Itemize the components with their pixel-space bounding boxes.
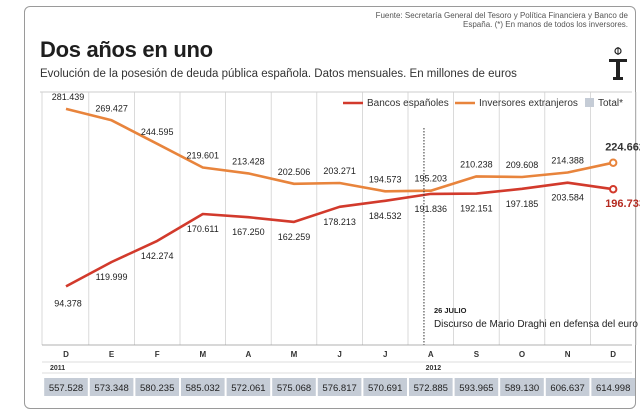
month-label: S	[474, 350, 480, 359]
x-axis: D E F M A M J J A S O N D 2011 2012	[42, 344, 632, 372]
data-label-bancos: 184.532	[369, 211, 402, 221]
total-cell	[545, 378, 590, 396]
month-label: J	[337, 350, 341, 359]
annotation-text: Discurso de Mario Draghi en defensa del …	[434, 319, 638, 330]
total-cell	[317, 378, 362, 396]
data-label-bancos: 196.733	[605, 198, 640, 210]
month-label: F	[155, 350, 160, 359]
series-group	[65, 107, 618, 288]
totals-row: 557.528 573.348 580.235 585.032 572.061 575.0…	[42, 372, 635, 396]
total-cell	[135, 378, 179, 396]
annotation: 26 JULIO Discurso de Mario Draghi en defe…	[423, 128, 638, 345]
newspaper-logo-icon	[609, 47, 627, 80]
data-label-bancos: 192.151	[460, 204, 493, 214]
data-label-bancos: 178.213	[323, 217, 356, 227]
month-label: N	[565, 350, 571, 359]
end-marker-extranjeros	[609, 158, 618, 167]
data-label-bancos: 162.259	[278, 232, 311, 242]
total-cell	[409, 378, 453, 396]
data-label-bancos: 167.250	[232, 227, 265, 237]
total-value: 614.998	[596, 383, 630, 394]
total-value: 593.965	[459, 383, 493, 394]
month-label: J	[383, 350, 387, 359]
data-label-bancos: 119.999	[96, 272, 128, 282]
data-label-extranjeros: 203.271	[323, 166, 356, 176]
total-value: 580.235	[140, 383, 174, 394]
total-cell	[44, 378, 88, 396]
month-label: M	[199, 350, 206, 359]
total-cell	[89, 378, 134, 396]
total-value: 572.061	[231, 383, 265, 394]
data-label-extranjeros: 202.506	[278, 167, 311, 177]
total-value: 575.068	[277, 383, 311, 394]
data-label-bancos: 197.185	[506, 199, 539, 209]
total-value: 589.130	[505, 383, 539, 394]
end-marker-bancos	[609, 185, 618, 194]
page-title: Dos años en uno	[40, 37, 213, 62]
total-value: 576.817	[322, 383, 356, 394]
total-cell	[181, 378, 225, 396]
total-cell	[363, 378, 407, 396]
total-value: 570.691	[368, 383, 402, 394]
annotation-date: 26 JULIO	[434, 306, 467, 315]
data-label-bancos: 170.611	[187, 224, 219, 234]
total-value: 585.032	[186, 383, 220, 394]
legend-swatch-total	[585, 98, 594, 107]
data-label-extranjeros: 210.238	[460, 159, 493, 169]
data-label-bancos: 203.584	[551, 193, 584, 203]
data-label-extranjeros: 219.601	[187, 151, 220, 161]
total-value: 573.348	[94, 383, 128, 394]
total-value: 606.637	[550, 383, 584, 394]
month-label: D	[63, 350, 69, 359]
year-label: 2012	[426, 365, 442, 372]
total-cell	[454, 378, 499, 396]
source-note: Fuente: Secretaría General del Tesoro y …	[375, 11, 628, 29]
month-label: D	[610, 350, 616, 359]
data-label-extranjeros: 194.573	[369, 174, 402, 184]
grid-lines	[40, 91, 637, 345]
chart-legend: Bancos españoles Inversores extranjeros To…	[343, 98, 623, 109]
data-label-extranjeros: 214.388	[551, 155, 584, 165]
data-label-extranjeros: 281.439	[52, 92, 85, 102]
data-label-extranjeros: 209.608	[506, 160, 539, 170]
series-line-extranjeros	[65, 107, 614, 193]
total-cell	[500, 378, 544, 396]
data-label-extranjeros: 269.427	[95, 103, 128, 113]
frame	[24, 6, 636, 409]
data-label-extranjeros: 213.428	[232, 156, 265, 166]
total-cell	[272, 378, 316, 396]
month-label: E	[109, 350, 115, 359]
series-line-bancos	[65, 181, 614, 288]
data-label-bancos: 94.378	[54, 298, 82, 308]
total-value: 557.528	[49, 383, 83, 394]
legend-label-total: Total*	[598, 98, 623, 109]
chart-subtitle: Evolución de la posesión de deuda públic…	[40, 68, 517, 80]
month-label: A	[246, 350, 252, 359]
data-label-bancos: 191.836	[415, 204, 448, 214]
legend-label-bancos: Bancos españoles	[367, 98, 449, 109]
total-cell	[226, 378, 271, 396]
month-label: A	[428, 350, 434, 359]
month-label: M	[291, 350, 298, 359]
data-label-extranjeros: 224.662	[605, 142, 640, 154]
data-label-extranjeros: 195.203	[415, 174, 448, 184]
month-label: O	[519, 350, 525, 359]
total-value: 572.885	[414, 383, 448, 394]
total-cell	[591, 378, 635, 396]
legend-label-extranjeros: Inversores extranjeros	[479, 98, 578, 109]
data-labels: 94.378 119.999 142.274 170.611 167.250 162.25…	[52, 92, 640, 308]
year-label: 2011	[50, 365, 65, 372]
data-label-bancos: 142.274	[141, 251, 174, 261]
data-label-extranjeros: 244.595	[141, 127, 174, 137]
